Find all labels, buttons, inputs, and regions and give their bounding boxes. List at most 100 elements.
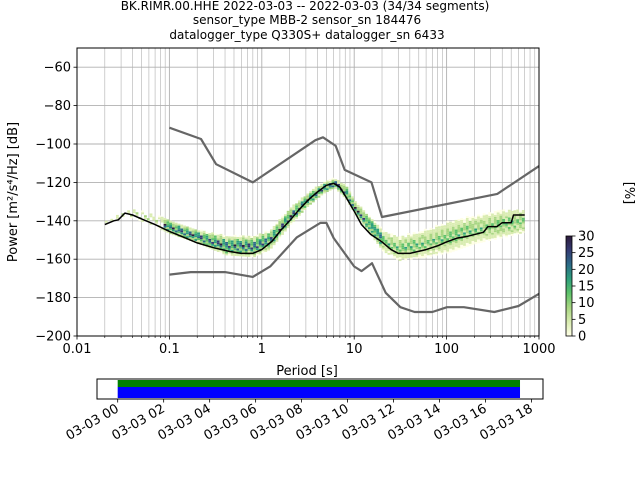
psd-density-cell: [272, 241, 276, 244]
psd-density-cell: [460, 239, 464, 242]
psd-density-cell: [199, 233, 203, 236]
psd-density-cell: [418, 241, 422, 243]
colorbar-tick-label: 5: [578, 313, 586, 328]
psd-density-cell: [485, 231, 489, 234]
psd-density-cell: [468, 240, 472, 242]
psd-density-cell: [521, 223, 525, 226]
psd-density-cell: [261, 235, 265, 238]
psd-density-cell: [244, 247, 248, 250]
psd-density-cell: [208, 236, 212, 239]
psd-density-cell: [479, 217, 483, 220]
psd-density-cell: [373, 228, 377, 231]
psd-density-cell: [275, 237, 279, 240]
psd-density-cell: [373, 232, 377, 235]
y-tick-label: −140: [35, 214, 71, 229]
psd-density-cell: [339, 192, 343, 195]
colorbar-tick-label: 25: [578, 246, 595, 261]
psd-density-cell: [516, 228, 520, 231]
psd-density-cell: [216, 234, 220, 237]
psd-density-cell: [171, 227, 175, 230]
psd-density-cell: [468, 220, 472, 223]
psd-density-cell: [429, 250, 433, 253]
psd-density-cell: [465, 241, 469, 243]
psd-density-cell: [507, 223, 511, 226]
psd-density-cell: [177, 231, 181, 234]
psd-density-cell: [199, 237, 203, 240]
psd-density-cell: [398, 249, 402, 252]
psd-density-cell: [463, 245, 466, 248]
psd-density-cell: [339, 190, 343, 193]
psd-density-cell: [356, 212, 360, 215]
psd-density-cell: [409, 255, 413, 258]
psd-density-cell: [297, 213, 301, 216]
psd-density-cell: [443, 234, 447, 237]
psd-density-cell: [292, 204, 296, 207]
psd-density-cell: [437, 241, 441, 244]
psd-density-cell: [488, 231, 492, 234]
psd-density-cell: [409, 247, 413, 250]
psd-density-cell: [460, 233, 464, 236]
psd-density-cell: [247, 245, 251, 248]
psd-density-cell: [465, 219, 469, 222]
psd-density-cell: [275, 226, 279, 229]
psd-density-cell: [269, 233, 273, 236]
psd-density-cell: [485, 214, 489, 217]
psd-density-cell: [493, 220, 497, 223]
psd-density-cell: [339, 184, 343, 187]
colorbar-label: [%]: [621, 182, 636, 205]
psd-density-cell: [407, 234, 410, 237]
psd-density-cell: [449, 233, 452, 236]
psd-density-cell: [208, 244, 212, 247]
psd-density-cell: [418, 252, 422, 255]
psd-density-cell: [390, 233, 394, 236]
psd-density-cell: [493, 237, 497, 240]
y-axis-ticks: −60 −80 −100 −120 −140 −160 −180 −200: [35, 61, 77, 345]
psd-density-cell: [393, 235, 396, 237]
psd-density-cell: [488, 216, 492, 218]
psd-density-cell: [519, 216, 522, 219]
psd-density-cell: [493, 218, 497, 221]
psd-density-cell: [468, 241, 472, 244]
psd-density-cell: [521, 211, 525, 214]
psd-density-cell: [258, 242, 262, 245]
psd-density-cell: [513, 219, 517, 222]
psd-density-cell: [465, 229, 469, 232]
psd-density-cell: [432, 240, 436, 243]
chart-title-line-1: BK.RIMR.00.HHE 2022-03-03 -- 2022-03-03 …: [121, 0, 490, 13]
psd-density-cell: [171, 229, 175, 232]
psd-density-cell: [188, 233, 192, 236]
psd-density-cell: [507, 211, 511, 214]
psd-density-cell: [381, 236, 385, 238]
psd-density-cell: [205, 237, 209, 240]
psd-density-cell: [208, 238, 212, 241]
psd-density-cell: [421, 233, 424, 235]
psd-density-cell: [381, 243, 385, 246]
psd-density-cell: [351, 198, 354, 201]
psd-density-cell: [373, 224, 377, 227]
psd-density-cell: [272, 231, 276, 234]
psd-density-cell: [440, 223, 444, 226]
psd-density-cell: [258, 246, 262, 249]
psd-density-cell: [323, 181, 326, 184]
psd-density-cell: [356, 206, 360, 209]
chart-title-line-2: sensor_type MBB-2 sensor_sn 184476: [193, 13, 421, 27]
psd-density-cell: [317, 186, 321, 189]
psd-density-cell: [446, 236, 450, 239]
psd-density-cell: [398, 255, 402, 258]
psd-density-cell: [384, 239, 388, 242]
psd-density-cell: [482, 224, 486, 227]
psd-density-cell: [174, 228, 178, 231]
psd-density-cell: [446, 243, 450, 246]
colorbar-tick-label: 0: [578, 330, 586, 345]
psd-density-cell: [482, 240, 486, 243]
y-tick-label: −180: [35, 291, 71, 306]
psd-density-cell: [208, 246, 212, 249]
psd-density-cell: [516, 230, 520, 233]
psd-density-cell: [264, 238, 268, 241]
psd-density-cell: [334, 179, 338, 182]
psd-density-cell: [440, 250, 444, 253]
psd-density-cell: [213, 235, 217, 238]
psd-density-cell: [465, 216, 469, 218]
psd-density-cell: [130, 214, 133, 217]
psd-density-cell: [166, 219, 170, 222]
